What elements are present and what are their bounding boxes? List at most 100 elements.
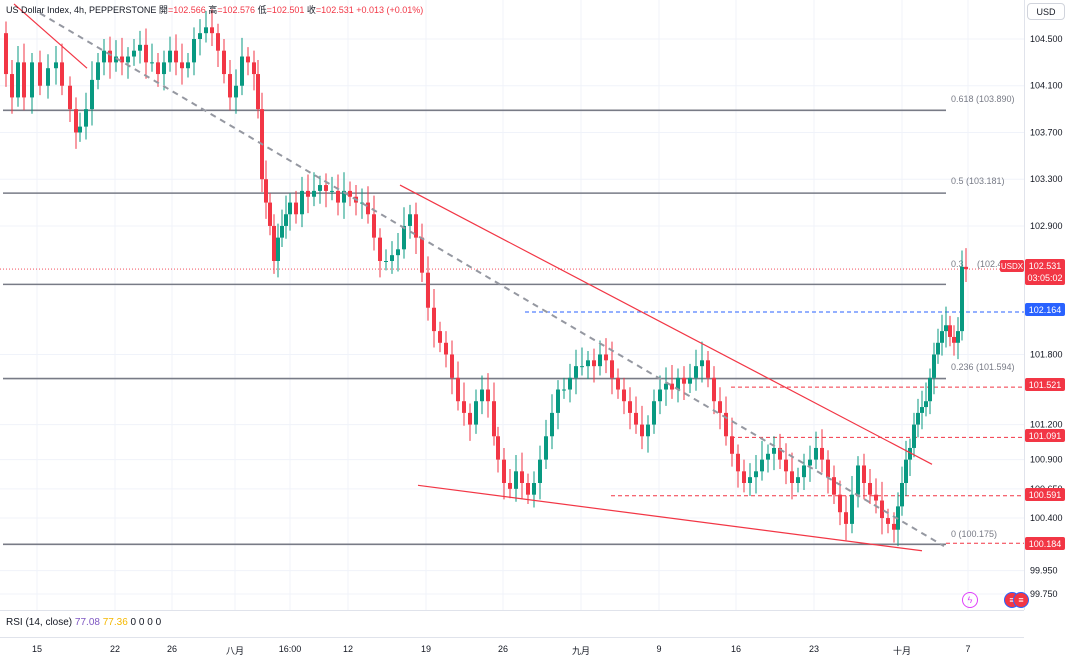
candle-body [886, 518, 890, 524]
candle-body [562, 389, 566, 391]
candle-body [234, 85, 238, 98]
candle-body [114, 56, 118, 63]
candle-body [68, 85, 72, 110]
price-chart[interactable]: 0.618 (103.890) 0.5 (103.181) 0.3 (102.4 0.2… [0, 0, 1024, 610]
close-label: 收 [306, 5, 316, 15]
candle-body [30, 62, 34, 98]
low-label: 低 [257, 5, 267, 15]
time-axis[interactable]: 15 22 26 八月 16:00 12 19 26 九月 9 16 23 十月 7 [0, 637, 1024, 661]
rsi-signal-value: 77.36 [102, 617, 128, 628]
candle-body [300, 190, 304, 215]
candle-body [366, 202, 370, 215]
trendline[interactable] [13, 3, 88, 69]
candle-body [420, 237, 424, 273]
time-tick-label: 九月 [571, 646, 591, 656]
candle-body [646, 424, 650, 437]
candle-body [790, 471, 794, 483]
candle-body [168, 50, 172, 63]
candle-body [432, 307, 436, 332]
candle-body [156, 62, 160, 75]
price-axis[interactable]: 104.500 104.100 103.700 103.300 102.900 101.8… [1024, 0, 1070, 610]
price-tick-label: 103.700 [1030, 127, 1063, 137]
candle-body [694, 366, 698, 378]
candle-body [348, 190, 352, 197]
candle-body [940, 331, 944, 343]
candle-body [46, 68, 50, 86]
lightning-event-icon[interactable]: ϟ [962, 592, 978, 608]
candle-body [90, 79, 94, 110]
candle-body [778, 447, 782, 460]
candle-body [284, 214, 288, 226]
time-tick-label: 八月 [225, 646, 245, 656]
candle-body [468, 412, 472, 425]
candle-body [324, 185, 328, 191]
candle-body [144, 44, 148, 63]
rsi-legend: RSI (14, close) 77.08 77.36 0 0 0 0 [6, 617, 161, 628]
candle-body [640, 424, 644, 437]
candle-body [312, 190, 316, 197]
dashed-trendline[interactable] [39, 12, 945, 547]
candle-body [964, 266, 968, 270]
candle-body [192, 39, 196, 63]
last-price-value: 102.531 [1028, 261, 1062, 271]
candle-body [360, 202, 364, 204]
trendline[interactable] [417, 484, 923, 552]
candle-body [900, 483, 904, 507]
countdown-value: 03:05:02 [1027, 273, 1063, 283]
candle-body [932, 354, 936, 378]
candle-body [586, 360, 590, 367]
blue-level-tag: 102.164 [1025, 303, 1065, 316]
candle-body [444, 342, 448, 355]
candle-body [264, 179, 268, 203]
candle-body [850, 494, 854, 524]
candle-body [892, 523, 896, 530]
red-level-tag-1: 101.521 [1025, 378, 1065, 391]
candle-body [718, 401, 722, 413]
rsi-pane[interactable]: RSI (14, close) 77.08 77.36 0 0 0 0 [0, 610, 1024, 637]
candle-body [924, 401, 928, 408]
candle-body [120, 56, 124, 63]
time-tick-label: 16:00 [278, 644, 302, 654]
candle-body [426, 272, 430, 308]
candle-body [414, 214, 418, 238]
candle-body [108, 50, 112, 63]
candle-body [60, 62, 64, 86]
candle-body [532, 483, 536, 495]
symbol-title: US Dollar Index, 4h, PEPPERSTONE [6, 5, 157, 15]
price-axis-labels: 104.500 104.100 103.700 103.300 102.900 101.8… [1030, 34, 1063, 599]
candle-body [592, 360, 596, 367]
candle-body [826, 459, 830, 478]
candle-body [342, 190, 346, 203]
candle-body [78, 126, 82, 133]
candle-body [514, 471, 518, 489]
candle-body [784, 459, 788, 472]
trendline[interactable] [399, 184, 933, 465]
candle-body [54, 62, 58, 69]
rsi-extra-4: 0 [155, 617, 162, 628]
candle-body [132, 50, 136, 57]
candle-body [318, 185, 322, 191]
candle-body [216, 33, 220, 51]
candle-body [252, 62, 256, 75]
us-flag-event-icon-2[interactable]: ≡ [1013, 592, 1029, 608]
candle-body [912, 424, 916, 448]
candle-body [294, 202, 298, 215]
candle-body [700, 360, 704, 367]
candle-body [748, 477, 752, 483]
candle-body [568, 377, 572, 390]
candle-body [802, 465, 806, 478]
candle-body [874, 494, 878, 501]
price-tick-label: 104.500 [1030, 34, 1063, 44]
candle-body [856, 465, 860, 495]
candle-body [480, 389, 484, 402]
candle-body [280, 225, 284, 238]
currency-button[interactable]: USD [1027, 3, 1065, 20]
candle-body [228, 74, 232, 98]
fib-level-label: 0.3 [951, 259, 964, 269]
candle-body [670, 383, 674, 390]
chart-area[interactable]: 0.618 (103.890) 0.5 (103.181) 0.3 (102.4 0.2… [0, 0, 1024, 610]
candle-body [706, 360, 710, 378]
candle-body [102, 50, 106, 63]
candle-body [450, 354, 454, 378]
rsi-extra-2: 0 [138, 617, 145, 628]
